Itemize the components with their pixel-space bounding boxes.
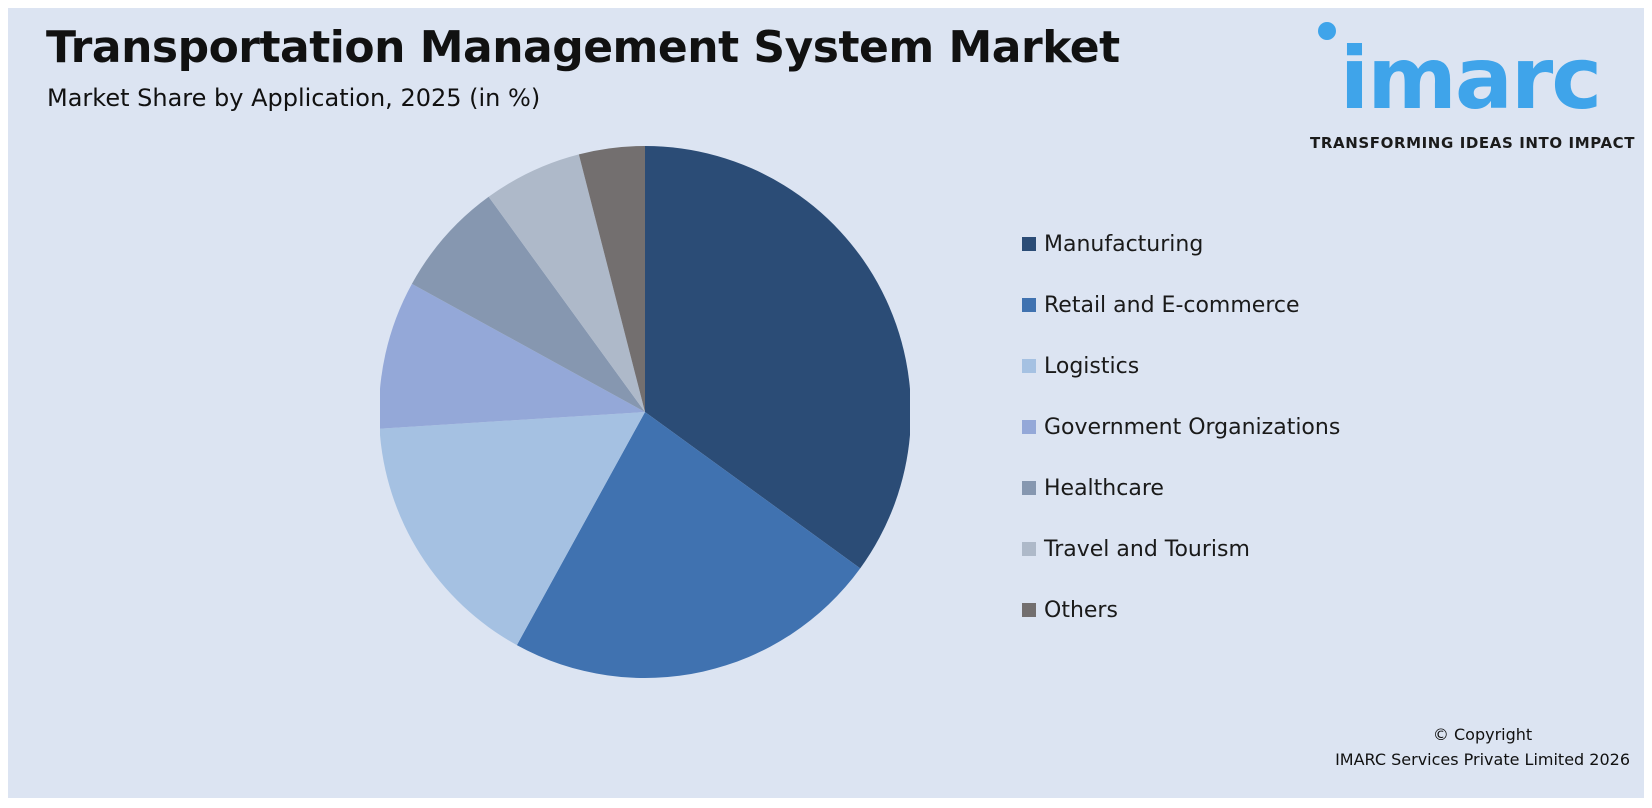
chart-subtitle: Market Share by Application, 2025 (in %) [47,84,541,112]
legend-item: Retail and E-commerce [1022,292,1300,318]
legend-item: Logistics [1022,353,1140,379]
legend-item: Manufacturing [1022,231,1204,257]
legend-label: Healthcare [1044,475,1164,501]
pie-slice-healthcare [411,196,645,412]
legend-label: Manufacturing [1044,231,1204,257]
legend-swatch [1022,298,1036,312]
copyright-line-1: © Copyright [1432,725,1533,744]
imarc-logo: imarc TRANSFORMING IDEAS INTO IMPACT [1310,22,1636,162]
logo-wordmark: imarc [1339,29,1603,129]
logo-dot-icon [1318,22,1336,40]
pie-slice-others [578,146,645,412]
legend-label: Travel and Tourism [1044,536,1250,562]
pie-slice-logistics [380,412,645,646]
pie-chart [380,146,910,679]
pie-slice-manufacturing [645,146,910,569]
legend-swatch [1022,420,1036,434]
legend-label: Others [1044,597,1118,623]
legend-swatch [1022,237,1036,251]
legend-item: Government Organizations [1022,414,1341,440]
copyright-line-2: IMARC Services Private Limited 2026 [1335,750,1630,769]
legend-swatch [1022,359,1036,373]
copyright-notice: © Copyright IMARC Services Private Limit… [1335,722,1630,772]
legend-label: Logistics [1044,353,1140,379]
chart-title: Transportation Management System Market [46,22,1120,73]
legend-item: Healthcare [1022,475,1164,501]
pie-slice-travel-and-tourism [488,154,645,413]
logo-tagline: TRANSFORMING IDEAS INTO IMPACT [1310,134,1636,152]
legend-label: Government Organizations [1044,414,1341,440]
legend-label: Retail and E-commerce [1044,292,1300,318]
legend-swatch [1022,603,1036,617]
legend-swatch [1022,542,1036,556]
legend-item: Others [1022,597,1118,623]
pie-slice-retail-and-e-commerce [516,412,861,679]
legend-item: Travel and Tourism [1022,536,1250,562]
pie-slice-government-organizations [380,283,645,429]
legend-swatch [1022,481,1036,495]
